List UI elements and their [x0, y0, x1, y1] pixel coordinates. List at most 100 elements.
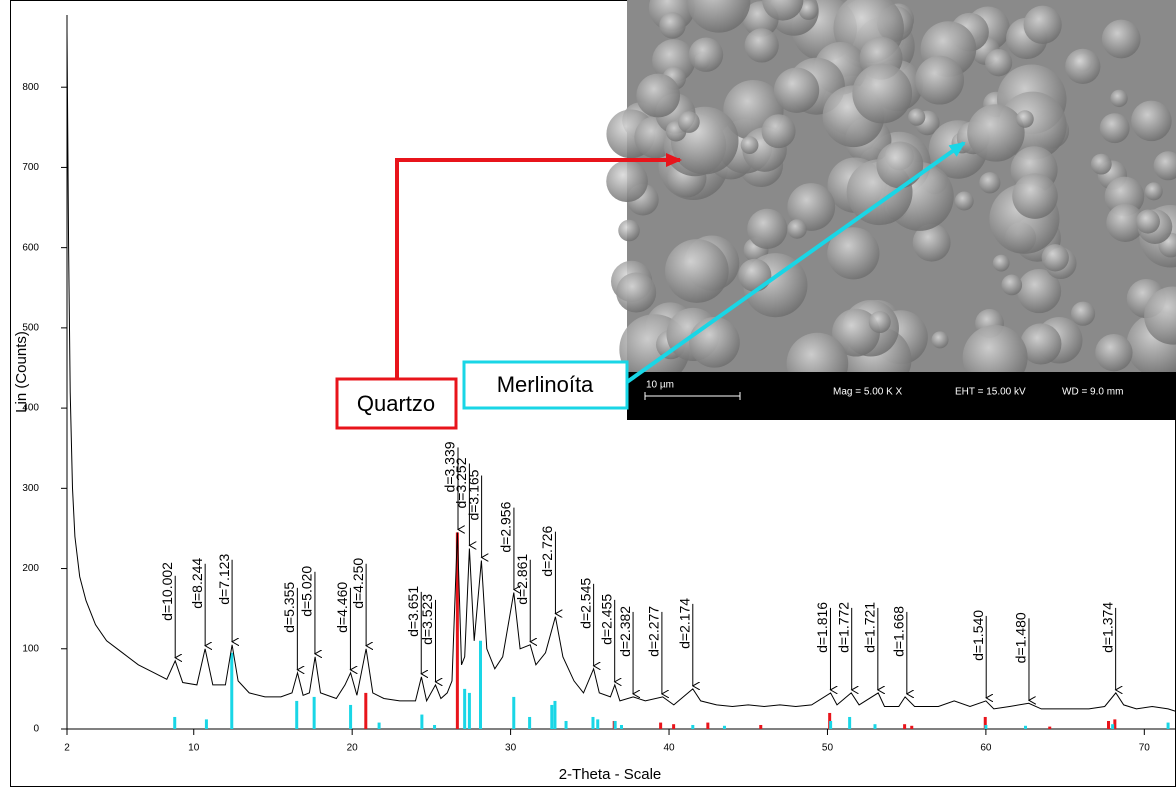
sem-grain — [659, 12, 685, 38]
sem-grain — [993, 255, 1010, 272]
x-tick-label: 50 — [822, 743, 834, 754]
peak-label: d=2.382 — [617, 606, 633, 657]
x-axis-label: 2-Theta - Scale — [559, 766, 662, 783]
peak-label: d=1.374 — [1099, 602, 1115, 653]
sem-grain — [606, 160, 648, 202]
sem-grain — [689, 317, 740, 368]
peak-label: d=2.956 — [498, 501, 514, 552]
sem-grain — [985, 49, 1012, 76]
reference-stick — [295, 701, 298, 729]
sem-grain — [1100, 113, 1130, 143]
sem-grain — [689, 38, 723, 72]
peak-label: d=5.020 — [299, 566, 315, 617]
y-axis-label: Lin (Counts) — [13, 331, 30, 413]
reference-stick — [479, 641, 482, 729]
x-tick-label: 2 — [64, 743, 70, 754]
reference-stick — [659, 723, 662, 729]
sem-grain — [979, 172, 1000, 193]
peak-label: d=4.460 — [334, 582, 350, 633]
reference-stick — [364, 693, 367, 729]
sem-grain — [1136, 210, 1160, 234]
y-tick-label: 100 — [22, 643, 39, 654]
reference-stick — [420, 715, 423, 729]
quartz-label: Quartzo — [357, 391, 435, 416]
x-tick-label: 40 — [663, 743, 675, 754]
x-tick-label: 60 — [980, 743, 992, 754]
reference-stick — [565, 721, 568, 729]
sem-grain — [1024, 6, 1062, 44]
reference-stick — [596, 719, 599, 729]
peak-label: d=4.250 — [350, 558, 366, 609]
sem-grain — [1110, 90, 1127, 107]
reference-stick — [349, 705, 352, 729]
reference-stick — [706, 723, 709, 729]
sem-grain — [747, 209, 787, 249]
sem-grain — [741, 136, 759, 154]
sem-grain — [1065, 49, 1100, 84]
sem-grain — [1102, 20, 1141, 59]
reference-stick — [873, 724, 876, 729]
sem-wd: WD = 9.0 mm — [1062, 387, 1123, 398]
peak-label: d=8.244 — [189, 558, 205, 609]
sem-grain — [774, 68, 819, 113]
reference-stick — [910, 726, 913, 729]
reference-stick — [433, 725, 436, 729]
sem-grain — [745, 28, 779, 62]
sem-grain — [1091, 154, 1112, 175]
reference-stick — [1107, 721, 1110, 729]
y-tick-label: 500 — [22, 323, 39, 334]
sem-grain — [762, 114, 796, 148]
sem-grain — [876, 141, 923, 188]
y-tick-label: 0 — [33, 724, 39, 735]
scale-bar-label: 10 µm — [646, 380, 674, 391]
x-tick-label: 10 — [188, 743, 200, 754]
reference-stick — [691, 725, 694, 729]
reference-stick — [1024, 726, 1027, 729]
sem-grain — [1042, 244, 1069, 271]
sem-grain — [678, 111, 700, 133]
sem-mag: Mag = 5.00 K X — [833, 387, 903, 398]
peak-label: d=2.861 — [514, 554, 530, 605]
y-tick-label: 800 — [22, 82, 39, 93]
reference-stick — [463, 689, 466, 729]
reference-stick — [614, 721, 617, 729]
sem-grain — [967, 104, 1024, 161]
sem-grain — [616, 272, 656, 312]
sem-grain — [1131, 101, 1172, 142]
y-tick-label: 400 — [22, 403, 39, 414]
sem-grain — [1001, 275, 1022, 296]
reference-stick — [512, 697, 515, 729]
peak-label: d=3.165 — [465, 469, 481, 520]
y-tick-label: 200 — [22, 563, 39, 574]
reference-stick — [230, 653, 233, 729]
peak-label: d=2.277 — [646, 606, 662, 657]
y-tick-label: 300 — [22, 483, 39, 494]
x-tick-label: 70 — [1139, 743, 1151, 754]
peak-label: d=1.772 — [835, 602, 851, 653]
sem-grain — [931, 331, 948, 348]
peak-label: d=10.002 — [159, 562, 175, 621]
peak-label: d=3.523 — [419, 594, 435, 645]
y-tick-label: 700 — [22, 162, 39, 173]
y-tick-label: 600 — [22, 242, 39, 253]
reference-stick — [829, 721, 832, 729]
reference-stick — [848, 717, 851, 729]
reference-stick — [205, 719, 208, 729]
peak-label: d=7.123 — [216, 554, 232, 605]
sem-grain — [852, 64, 912, 124]
reference-stick — [903, 724, 906, 729]
sem-grain — [636, 74, 680, 118]
reference-stick — [173, 717, 176, 729]
peak-label: d=2.726 — [539, 525, 555, 576]
page: Lin (Counts) 2-Theta - Scale 0 100 200 300 4… — [0, 0, 1176, 787]
reference-stick — [1048, 727, 1051, 729]
reference-stick — [468, 693, 471, 729]
reference-stick — [528, 717, 531, 729]
sem-grain — [618, 220, 640, 242]
reference-stick — [759, 725, 762, 729]
sem-grain — [1012, 173, 1058, 219]
sem-eht: EHT = 15.00 kV — [955, 387, 1026, 398]
sem-grain — [1071, 302, 1095, 326]
x-tick-label: 20 — [347, 743, 359, 754]
merlinoite-label: Merlinoíta — [497, 372, 594, 397]
